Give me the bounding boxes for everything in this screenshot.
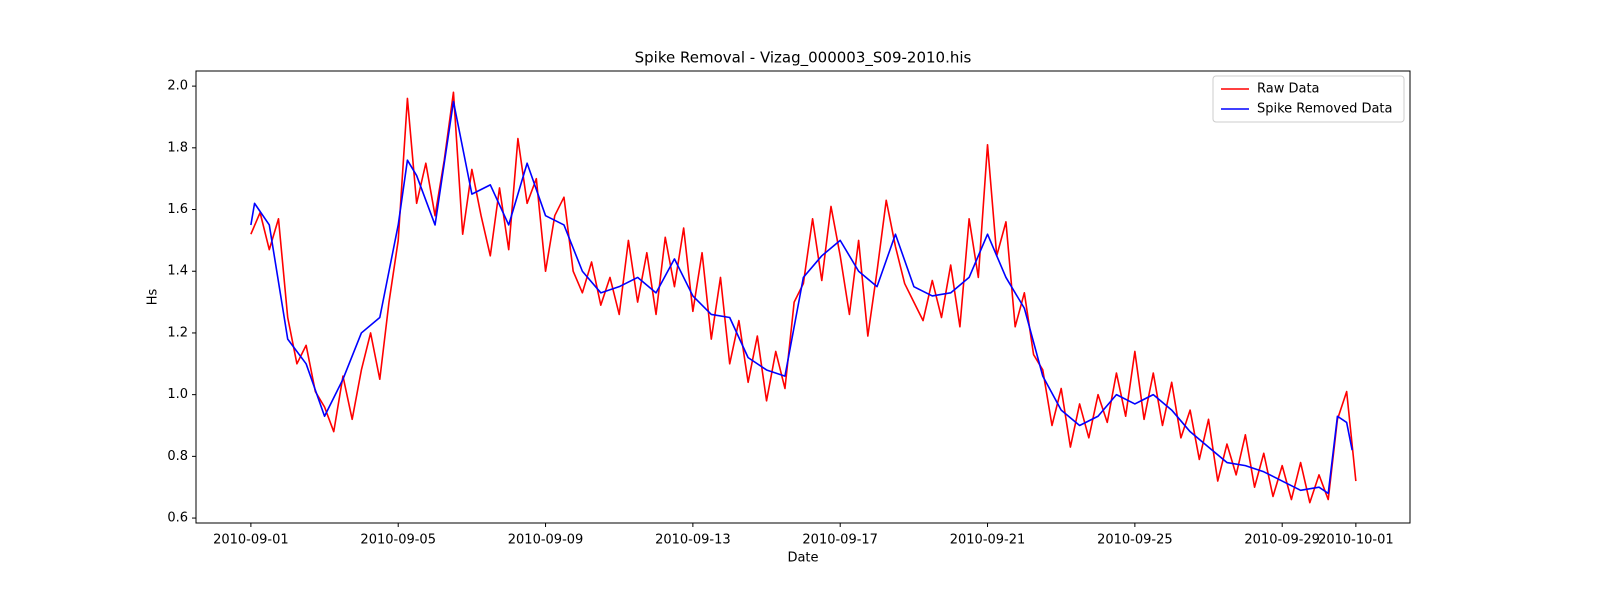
data-line (250, 91, 1357, 504)
x-tick-label: 2010-09-29 (1244, 533, 1320, 548)
y-tick-label: 0.8 (167, 449, 188, 464)
x-tick-label: 2010-09-01 (213, 533, 289, 548)
x-tick-label: 2010-09-17 (802, 533, 878, 548)
legend-label: Raw Data (1257, 82, 1320, 97)
y-tick-label: 1.4 (167, 264, 188, 279)
data-line (250, 100, 1353, 495)
chart-title: Spike Removal - Vizag_000003_S09-2010.hi… (635, 49, 972, 68)
x-axis-label: Date (787, 551, 818, 566)
legend-box (1212, 75, 1405, 123)
y-tick-label: 1.6 (167, 202, 188, 217)
x-tick-label: 2010-09-25 (1097, 533, 1173, 548)
x-tick-label: 2010-09-09 (508, 533, 584, 548)
y-tick-label: 1.0 (167, 387, 188, 402)
x-tick-label: 2010-09-05 (360, 533, 436, 548)
x-tick-label: 2010-09-13 (655, 533, 731, 548)
y-tick-label: 2.0 (167, 79, 188, 94)
y-tick-label: 0.6 (167, 511, 188, 526)
legend-label: Spike Removed Data (1257, 102, 1393, 117)
y-axis-label: Hs (146, 289, 161, 306)
y-tick-label: 1.2 (167, 325, 188, 340)
x-tick-label: 2010-10-01 (1318, 533, 1394, 548)
y-tick-label: 1.8 (167, 140, 188, 155)
x-tick-label: 2010-09-21 (950, 533, 1026, 548)
plot-frame (195, 70, 1411, 524)
